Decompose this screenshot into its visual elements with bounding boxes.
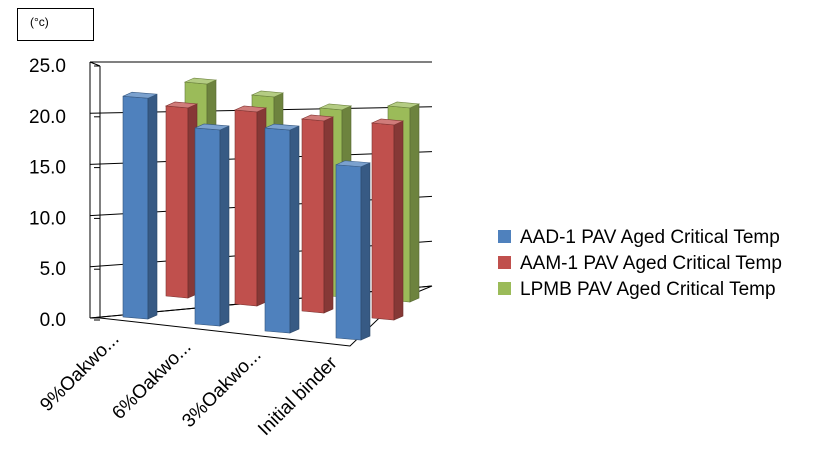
unit-label-box: (°c) [17, 8, 94, 41]
legend: AAD-1 PAV Aged Critical Temp AAM-1 PAV A… [498, 226, 834, 304]
legend-item-aam1: AAM-1 PAV Aged Critical Temp [498, 252, 834, 276]
legend-swatch-aam1 [498, 256, 511, 269]
bar-top [233, 105, 268, 113]
legend-label-aad1: AAD-1 PAV Aged Critical Temp [520, 227, 780, 248]
legend-item-aad1: AAD-1 PAV Aged Critical Temp [498, 226, 834, 250]
bar-top [250, 90, 285, 98]
bar-top [183, 77, 218, 85]
wall-top-edge [89, 61, 101, 67]
bar-top [122, 91, 158, 99]
bar-side [289, 125, 300, 334]
x-tick-label: 9%Oakwo... [36, 329, 123, 416]
bar-front [335, 164, 362, 341]
bar-top [194, 123, 230, 131]
y-tick-label: 15.0 [29, 158, 66, 179]
legend-item-lpmb: LPMB PAV Aged Critical Temp [498, 278, 834, 302]
y-tick-label: 10.0 [29, 208, 66, 229]
legend-swatch-lpmb [498, 282, 511, 295]
bar-side [219, 125, 230, 327]
y-tick-label: 20.0 [29, 107, 66, 128]
bar-top [335, 160, 371, 168]
bar-top [370, 118, 405, 126]
x-tick-label: Initial binder [254, 352, 342, 440]
bar-top [164, 101, 199, 109]
bar-top [318, 103, 353, 111]
unit-label: (°c) [30, 15, 49, 29]
bar-front [165, 105, 189, 299]
bar-front [371, 122, 395, 321]
bar-side [393, 120, 404, 321]
bar-top [386, 101, 421, 109]
bar-side [323, 116, 334, 314]
bar-side [147, 93, 158, 320]
x-tick-label: 3%Oakwo... [178, 345, 265, 432]
bar-front [194, 127, 221, 327]
legend-label-lpmb: LPMB PAV Aged Critical Temp [520, 279, 776, 300]
bar-top [264, 123, 300, 131]
y-tick-label: 0.0 [40, 310, 66, 331]
x-tick-label: 6%Oakwo... [108, 337, 195, 424]
bar-front [264, 127, 291, 334]
bar-front [301, 118, 325, 314]
bar-side [409, 103, 420, 303]
bar-side [360, 162, 371, 341]
bar-top [300, 114, 335, 122]
y-tick-label: 5.0 [40, 259, 66, 280]
bar-side [256, 107, 267, 307]
legend-label-aam1: AAM-1 PAV Aged Critical Temp [520, 253, 782, 274]
bar-front [234, 109, 258, 307]
bar-front [122, 95, 149, 320]
legend-swatch-aad1 [498, 230, 511, 243]
y-tick-label: 25.0 [29, 56, 66, 77]
